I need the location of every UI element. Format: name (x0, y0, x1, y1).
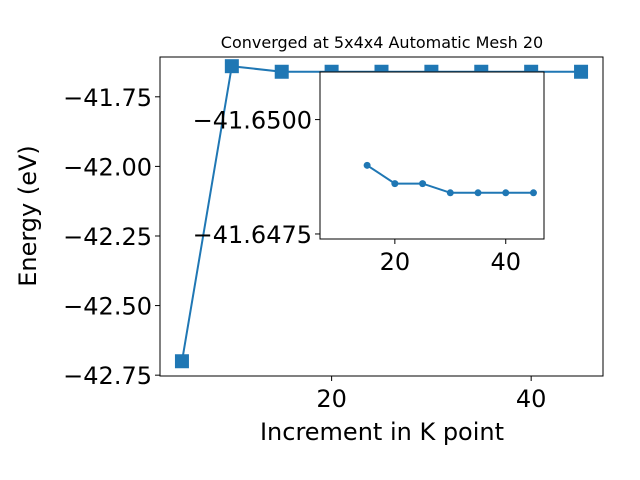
main-x-tick-label: 40 (516, 385, 547, 413)
x-axis-label: Increment in K point (260, 418, 504, 446)
inset-data-point (391, 180, 399, 188)
chart-title: Converged at 5x4x4 Automatic Mesh 20 (221, 33, 543, 52)
main-y-tick-label: −42.50 (63, 293, 152, 321)
inset-data-point (502, 189, 510, 197)
main-data-point (224, 59, 239, 74)
inset-plot-frame (319, 71, 545, 240)
inset-data-point (446, 189, 454, 197)
main-y-tick-label: −42.75 (63, 362, 152, 390)
inset-data-point (419, 180, 427, 188)
inset-x-tick-label: 20 (380, 248, 411, 276)
inset-data-point (363, 161, 371, 169)
inset-y-tick-label: −41.6475 (193, 221, 312, 249)
main-data-point (574, 64, 589, 79)
inset-data-point (529, 189, 537, 197)
main-x-tick-label: 20 (316, 385, 347, 413)
main-data-point (174, 354, 189, 369)
y-axis-label: Energy (eV) (14, 145, 42, 287)
main-y-tick-label: −41.75 (63, 84, 152, 112)
main-y-tick-label: −42.00 (63, 153, 152, 181)
inset-y-tick-label: −41.6500 (193, 107, 312, 135)
main-y-tick-label: −42.25 (63, 223, 152, 251)
inset-series-group (363, 161, 537, 197)
inset-axis-ticks: 20 40 −41.6500 −41.6475 (193, 107, 521, 276)
main-data-point (274, 64, 289, 79)
inset-plot-area (320, 72, 544, 239)
main-plot-frame (159, 56, 604, 377)
inset-data-point (474, 189, 482, 197)
main-axis-ticks: 20 40 −41.75 −42.00 −42.25 −42.50 −42.75 (63, 84, 546, 413)
inset-x-tick-label: 40 (490, 248, 521, 276)
